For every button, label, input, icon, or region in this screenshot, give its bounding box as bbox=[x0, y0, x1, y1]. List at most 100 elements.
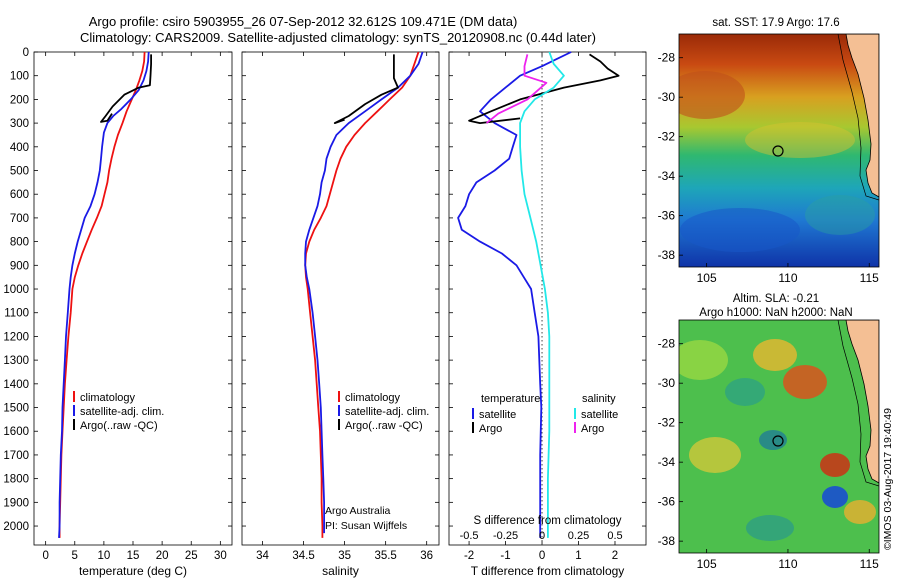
salinity-plot-frame bbox=[241, 51, 440, 546]
salinity-annotation-institution: Argo Australia bbox=[325, 505, 391, 517]
sla-high-2 bbox=[783, 365, 827, 399]
differences-xtick-label: 1 bbox=[575, 550, 581, 562]
differences-series-temperature-argo bbox=[468, 53, 620, 124]
sst-map-ytick-label: -36 bbox=[658, 209, 676, 223]
sla-map-frame bbox=[678, 319, 880, 554]
difference-top-tick-label: -0.5 bbox=[460, 530, 479, 542]
temperature-ytick-label: 100 bbox=[10, 71, 29, 83]
differences-xlabel: T difference from climatology bbox=[471, 564, 625, 578]
temperature-xtick-label: 10 bbox=[97, 550, 110, 562]
temperature-xtick-label: 30 bbox=[214, 550, 227, 562]
temperature-ytick-label: 1700 bbox=[3, 450, 29, 462]
sla-high-4 bbox=[820, 453, 850, 477]
temperature-ytick-label: 2000 bbox=[3, 521, 29, 533]
differences-xtick-label: 2 bbox=[612, 550, 618, 562]
difference-top-tick-label: -0.25 bbox=[493, 530, 518, 542]
temperature-ytick-label: 1400 bbox=[3, 379, 29, 391]
sst-warm-patch bbox=[679, 71, 745, 119]
temperature-ytick-label: 600 bbox=[10, 189, 29, 201]
differences-series-temperature-satellite bbox=[457, 51, 572, 538]
difference-legend-label: Argo bbox=[581, 423, 604, 435]
sla-map-xtick-label: 110 bbox=[778, 557, 797, 571]
temperature-ytick-label: 800 bbox=[10, 237, 29, 249]
difference-top-tick-label: 0.5 bbox=[607, 530, 622, 542]
difference-top-tick-label: 0 bbox=[539, 530, 545, 542]
sst-map-title: sat. SST: 17.9 Argo: 17.6 bbox=[712, 17, 839, 29]
sst-map bbox=[679, 34, 879, 267]
temperature-ytick-label: 1300 bbox=[3, 355, 29, 367]
sla-map-axes: 105 110 115 -28 -30 -32 -34 -36 -38 bbox=[658, 337, 879, 571]
temperature-ytick-label: 1900 bbox=[3, 497, 29, 509]
sla-map-title: Altim. SLA: -0.21 bbox=[733, 293, 819, 305]
sla-patch-1 bbox=[679, 340, 728, 380]
sla-map-ytick-label: -30 bbox=[658, 376, 676, 390]
salinity-series-satellite-adj-clim- bbox=[304, 51, 424, 534]
difference-top-tick-label: 0.25 bbox=[568, 530, 589, 542]
temperature-legend-label: satellite-adj. clim. bbox=[80, 406, 164, 418]
sla-low-4 bbox=[746, 515, 794, 541]
difference-legend-label: satellite bbox=[581, 409, 618, 421]
temperature-series-argo-raw-qc- bbox=[100, 54, 153, 123]
sla-land-wa bbox=[845, 320, 879, 484]
sla-low-1 bbox=[725, 378, 765, 406]
sst-map-xtick-label: 115 bbox=[860, 271, 879, 285]
salinity-series-argo-raw-qc- bbox=[333, 54, 399, 124]
sst-front-patch bbox=[745, 122, 855, 158]
temperature-plot-frame bbox=[33, 51, 233, 546]
sla-high-3 bbox=[689, 437, 741, 473]
sst-cool-patch bbox=[680, 208, 800, 252]
differences-xtick-label: -1 bbox=[500, 550, 510, 562]
temperature-legend-label: Argo(..raw -QC) bbox=[80, 420, 158, 432]
sla-map-ytick-label: -38 bbox=[658, 534, 676, 548]
temperature-xtick-label: 20 bbox=[156, 550, 169, 562]
salinity-xtick-label: 34.5 bbox=[292, 550, 314, 562]
temperature-ytick-label: 500 bbox=[10, 166, 29, 178]
difference-top-axis-label: S difference from climatology bbox=[473, 515, 621, 527]
sst-map-ytick-label: -30 bbox=[658, 90, 676, 104]
temperature-ytick-label: 1200 bbox=[3, 331, 29, 343]
differences-series-salinity-satellite bbox=[519, 51, 565, 538]
sst-shelf-contour bbox=[837, 34, 879, 201]
temperature-profile-panel: 0100200300400500600700800900100011001200… bbox=[3, 47, 233, 578]
sst-map-axes: 105 110 115 -28 -30 -32 -34 -36 -38 bbox=[658, 51, 879, 285]
sst-argo-marker bbox=[772, 145, 784, 157]
sst-map-ytick-label: -34 bbox=[658, 169, 676, 183]
temperature-ytick-label: 1100 bbox=[4, 308, 29, 320]
sla-shelf-contour bbox=[837, 320, 879, 487]
temperature-xtick-label: 25 bbox=[185, 550, 198, 562]
sla-map-xtick-label: 115 bbox=[860, 557, 879, 571]
temperature-xtick-label: 0 bbox=[42, 550, 48, 562]
salinity-legend-label: satellite-adj. clim. bbox=[345, 406, 429, 418]
differences-series-salinity-argo bbox=[486, 54, 548, 124]
salinity-legend-label: climatology bbox=[345, 392, 401, 404]
sla-map-subtitle: Argo h1000: NaN h2000: NaN bbox=[699, 307, 852, 319]
differences-xtick-label: 0 bbox=[539, 550, 545, 562]
difference-legend-label: satellite bbox=[479, 409, 516, 421]
temperature-ytick-label: 900 bbox=[10, 260, 29, 272]
temperature-ytick-label: 1500 bbox=[3, 403, 29, 415]
difference-legend-label: Argo bbox=[479, 423, 502, 435]
temperature-ytick-label: 0 bbox=[23, 47, 29, 59]
sla-high-5 bbox=[844, 500, 876, 524]
temperature-series-satellite-adj-clim- bbox=[58, 51, 150, 538]
difference-profile-panel: -2 -1 0 1 2 T difference from climatology S di… bbox=[448, 51, 647, 578]
salinity-xtick-label: 34 bbox=[256, 550, 269, 562]
sst-map-xtick-label: 110 bbox=[778, 271, 797, 285]
temperature-xlabel: temperature (deg C) bbox=[79, 564, 187, 578]
sla-map-ytick-label: -36 bbox=[658, 495, 676, 509]
temperature-ytick-label: 1800 bbox=[3, 474, 29, 486]
difference-legend-header-temperature: temperature bbox=[481, 393, 540, 405]
temperature-ytick-label: 700 bbox=[10, 213, 29, 225]
sla-map-ytick-label: -28 bbox=[658, 337, 676, 351]
sst-mid-patch bbox=[805, 195, 875, 235]
temperature-ytick-label: 400 bbox=[10, 142, 29, 154]
sst-map-ytick-label: -38 bbox=[658, 248, 676, 262]
temperature-xtick-label: 5 bbox=[72, 550, 78, 562]
temperature-ytick-label: 1000 bbox=[3, 284, 29, 296]
difference-legend-header-salinity: salinity bbox=[582, 393, 616, 405]
temperature-xtick-label: 15 bbox=[127, 550, 140, 562]
sst-map-ytick-label: -32 bbox=[658, 130, 676, 144]
sst-map-ytick-label: -28 bbox=[658, 51, 676, 65]
temperature-ytick-label: 300 bbox=[10, 118, 29, 130]
